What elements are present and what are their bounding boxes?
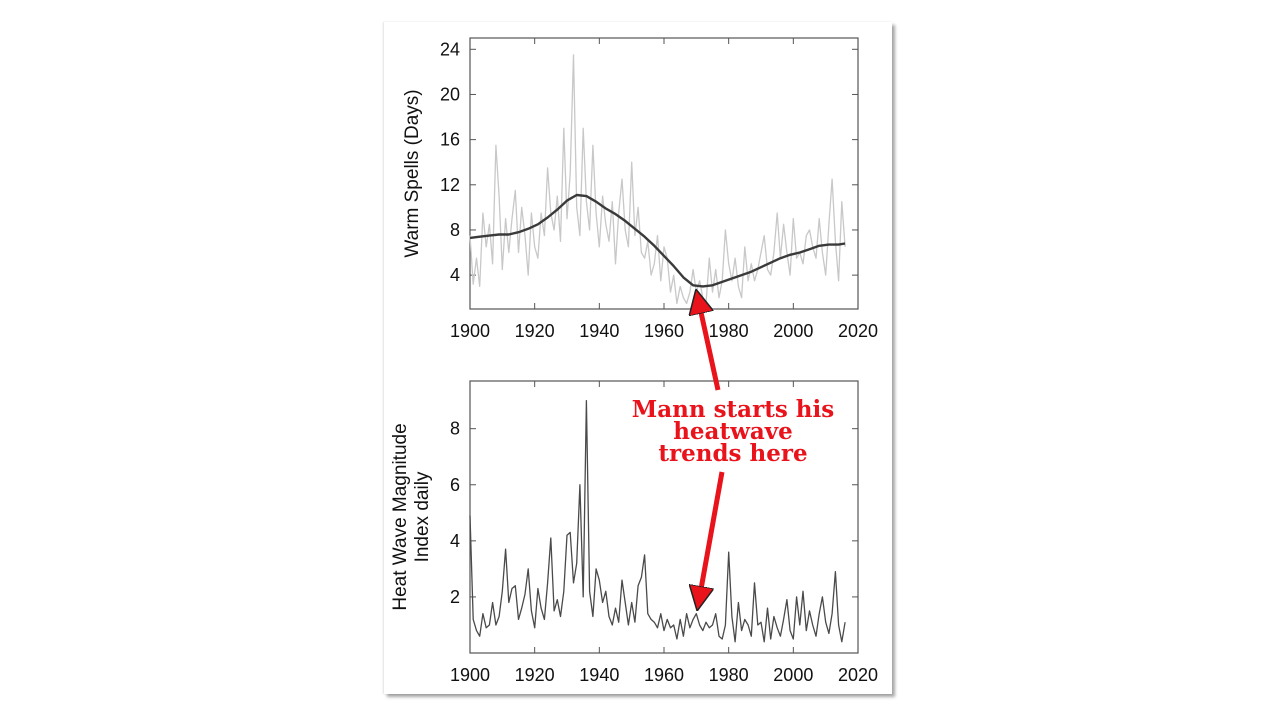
annotation-arrows	[697, 294, 725, 606]
x-tick-label: 1940	[579, 321, 619, 341]
x-tick-label: 2020	[838, 665, 878, 685]
figure-page: 1900 1920 1940 1960 1980 2000 2020 4 8 12 16 20 24 Wa…	[384, 22, 892, 694]
series-line-thick-smooth	[469, 193, 846, 288]
x-tick-label: 1980	[709, 665, 749, 685]
x-tick-label: 1980	[709, 321, 749, 341]
x-tick-label: 1940	[579, 665, 619, 685]
arrow-to-warm-spells-minimum	[697, 294, 721, 391]
y-tick-label: 4	[450, 265, 460, 285]
arrow-to-heat-wave-1970	[698, 471, 725, 606]
annotation-text: Mann starts his heatwave trends here	[632, 396, 834, 467]
series-line-thin-gray	[469, 54, 846, 305]
warm-spells-chart: 1900 1920 1940 1960 1980 2000 2020 4 8 12 16 20 24 Wa…	[402, 37, 878, 341]
series-line-thin-dark	[469, 399, 846, 643]
x-tick-label: 1920	[515, 321, 555, 341]
heat-wave-magnitude-chart: 1900 1920 1940 1960 1980 2000 2020 2 4 6 8 Heat Wav…	[390, 380, 878, 685]
y-axis-label: Warm Spells (Days)	[402, 89, 423, 257]
y-tick-label: 20	[440, 84, 460, 104]
annotation-line-3: trends here	[658, 440, 807, 467]
y-tick-label: 4	[450, 531, 460, 551]
x-tick-label: 1960	[644, 321, 684, 341]
y-tick-label: 8	[450, 419, 460, 439]
figure-canvas: 1900 1920 1940 1960 1980 2000 20204812162024Wa…	[390, 37, 878, 685]
x-tick-label: 2000	[773, 321, 813, 341]
y-tick-label: 12	[440, 175, 460, 195]
x-tick-label: 1900	[450, 321, 490, 341]
y-axis-label: Heat Wave MagnitudeIndex daily	[390, 423, 433, 610]
x-tick-label: 1920	[515, 665, 555, 685]
x-tick-label: 2020	[838, 321, 878, 341]
x-tick-label: 1900	[450, 665, 490, 685]
x-tick-label: 2000	[773, 665, 813, 685]
y-tick-label: 16	[440, 130, 460, 150]
y-tick-label: 6	[450, 475, 460, 495]
y-tick-label: 2	[450, 587, 460, 607]
annotation-line-2: heatwave	[673, 418, 793, 445]
y-tick-label: 24	[440, 39, 460, 59]
annotation-line-1: Mann starts his	[632, 396, 834, 423]
x-tick-label: 1960	[644, 665, 684, 685]
y-tick-label: 8	[450, 220, 460, 240]
